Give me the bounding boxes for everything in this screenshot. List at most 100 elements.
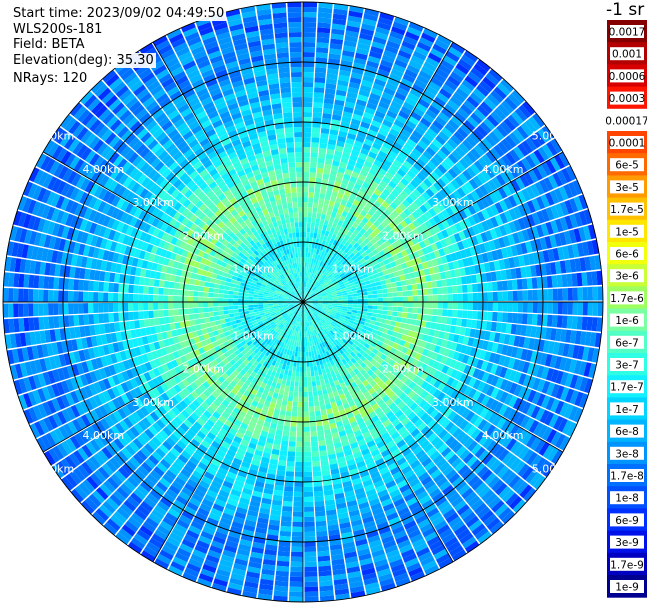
- backscatter-cell: [478, 243, 487, 254]
- backscatter-cell: [450, 214, 459, 224]
- backscatter-cell: [315, 52, 328, 59]
- backscatter-cell: [310, 292, 315, 296]
- backscatter-cell: [310, 278, 313, 284]
- backscatter-cell: [319, 279, 325, 285]
- backscatter-cell: [314, 187, 321, 194]
- backscatter-cell: [339, 215, 346, 222]
- backscatter-cell: [409, 134, 420, 144]
- backscatter-cell: [329, 227, 336, 234]
- backscatter-cell: [309, 232, 314, 238]
- backscatter-cell: [308, 396, 314, 402]
- backscatter-cell: [376, 216, 384, 224]
- backscatter-cell: [306, 262, 310, 268]
- backscatter-cell: [329, 216, 335, 223]
- backscatter-cell: [355, 162, 364, 170]
- backscatter-cell: [391, 123, 403, 133]
- backscatter-cell: [361, 288, 368, 293]
- backscatter-cell: [352, 293, 358, 297]
- backscatter-cell: [357, 42, 371, 51]
- backscatter-cell: [305, 277, 307, 283]
- backscatter-cell: [367, 308, 373, 313]
- backscatter-cell: [314, 253, 319, 260]
- backscatter-cell: [384, 225, 392, 233]
- backscatter-cell: [281, 515, 292, 522]
- backscatter-cell: [336, 277, 342, 282]
- backscatter-cell: [454, 268, 461, 277]
- backscatter-cell: [288, 596, 303, 602]
- backscatter-cell: [485, 72, 500, 86]
- backscatter-cell: [394, 59, 408, 69]
- backscatter-cell: [485, 218, 494, 230]
- backscatter-cell: [496, 281, 503, 291]
- backscatter-cell: [315, 182, 322, 189]
- backscatter-cell: [343, 147, 352, 155]
- backscatter-cell: [366, 241, 373, 249]
- backscatter-cell: [323, 251, 328, 258]
- backscatter-cell: [310, 262, 314, 269]
- backscatter-cell: [312, 112, 322, 118]
- backscatter-cell: [499, 199, 509, 212]
- backscatter-cell: [277, 550, 290, 557]
- backscatter-cell: [564, 199, 574, 215]
- backscatter-cell: [332, 294, 338, 298]
- backscatter-cell: [320, 379, 325, 385]
- backscatter-cell: [397, 296, 403, 302]
- backscatter-cell: [319, 399, 325, 406]
- backscatter-cell: [364, 107, 376, 115]
- backscatter-cell: [426, 245, 434, 253]
- backscatter-cell: [582, 287, 588, 301]
- backscatter-cell: [289, 431, 297, 437]
- backscatter-cell: [467, 215, 477, 226]
- backscatter-cell: [442, 302, 448, 309]
- backscatter-cell: [313, 92, 324, 98]
- backscatter-cell: [303, 471, 313, 477]
- backscatter-cell: [309, 290, 313, 295]
- backscatter-cell: [347, 243, 353, 250]
- backscatter-cell: [312, 237, 317, 244]
- backscatter-cell: [526, 313, 533, 325]
- backscatter-cell: [372, 259, 379, 266]
- backscatter-cell: [350, 239, 357, 246]
- backscatter-cell: [297, 406, 303, 412]
- backscatter-cell: [348, 279, 355, 284]
- backscatter-cell: [446, 278, 453, 287]
- backscatter-cell: [563, 184, 574, 199]
- backscatter-cell: [472, 175, 483, 187]
- backscatter-cell: [404, 217, 412, 225]
- backscatter-cell: [362, 18, 377, 27]
- backscatter-cell: [452, 91, 466, 103]
- backscatter-cell: [328, 248, 333, 255]
- backscatter-cell: [347, 159, 356, 167]
- backscatter-cell: [493, 144, 505, 157]
- backscatter-cell: [303, 481, 313, 487]
- backscatter-cell: [337, 295, 343, 299]
- backscatter-cell: [307, 386, 313, 392]
- backscatter-cell: [304, 561, 317, 567]
- backscatter-cell: [402, 199, 411, 208]
- backscatter-cell: [342, 111, 353, 119]
- backscatter-cell: [430, 273, 437, 281]
- backscatter-cell: [314, 289, 320, 294]
- backscatter-cell: [294, 486, 303, 492]
- backscatter-cell: [430, 171, 440, 181]
- backscatter-cell: [392, 297, 398, 302]
- backscatter-cell: [411, 313, 418, 320]
- backscatter-cell: [433, 265, 440, 274]
- backscatter-cell: [330, 124, 340, 131]
- backscatter-cell: [343, 40, 357, 48]
- backscatter-cell: [303, 127, 312, 133]
- backscatter-cell: [457, 259, 465, 268]
- backscatter-cell: [355, 260, 362, 267]
- backscatter-cell: [346, 91, 358, 99]
- backscatter-cell: [317, 265, 321, 271]
- backscatter-cell: [304, 506, 314, 512]
- backscatter-cell: [297, 411, 303, 417]
- backscatter-cell: [327, 68, 339, 75]
- backscatter-cell: [331, 289, 337, 293]
- backscatter-cell: [390, 68, 404, 78]
- backscatter-cell: [334, 273, 340, 279]
- backscatter-cell: [419, 232, 428, 241]
- backscatter-cell: [476, 125, 488, 138]
- backscatter-cell: [327, 281, 333, 286]
- backscatter-cell: [332, 296, 338, 299]
